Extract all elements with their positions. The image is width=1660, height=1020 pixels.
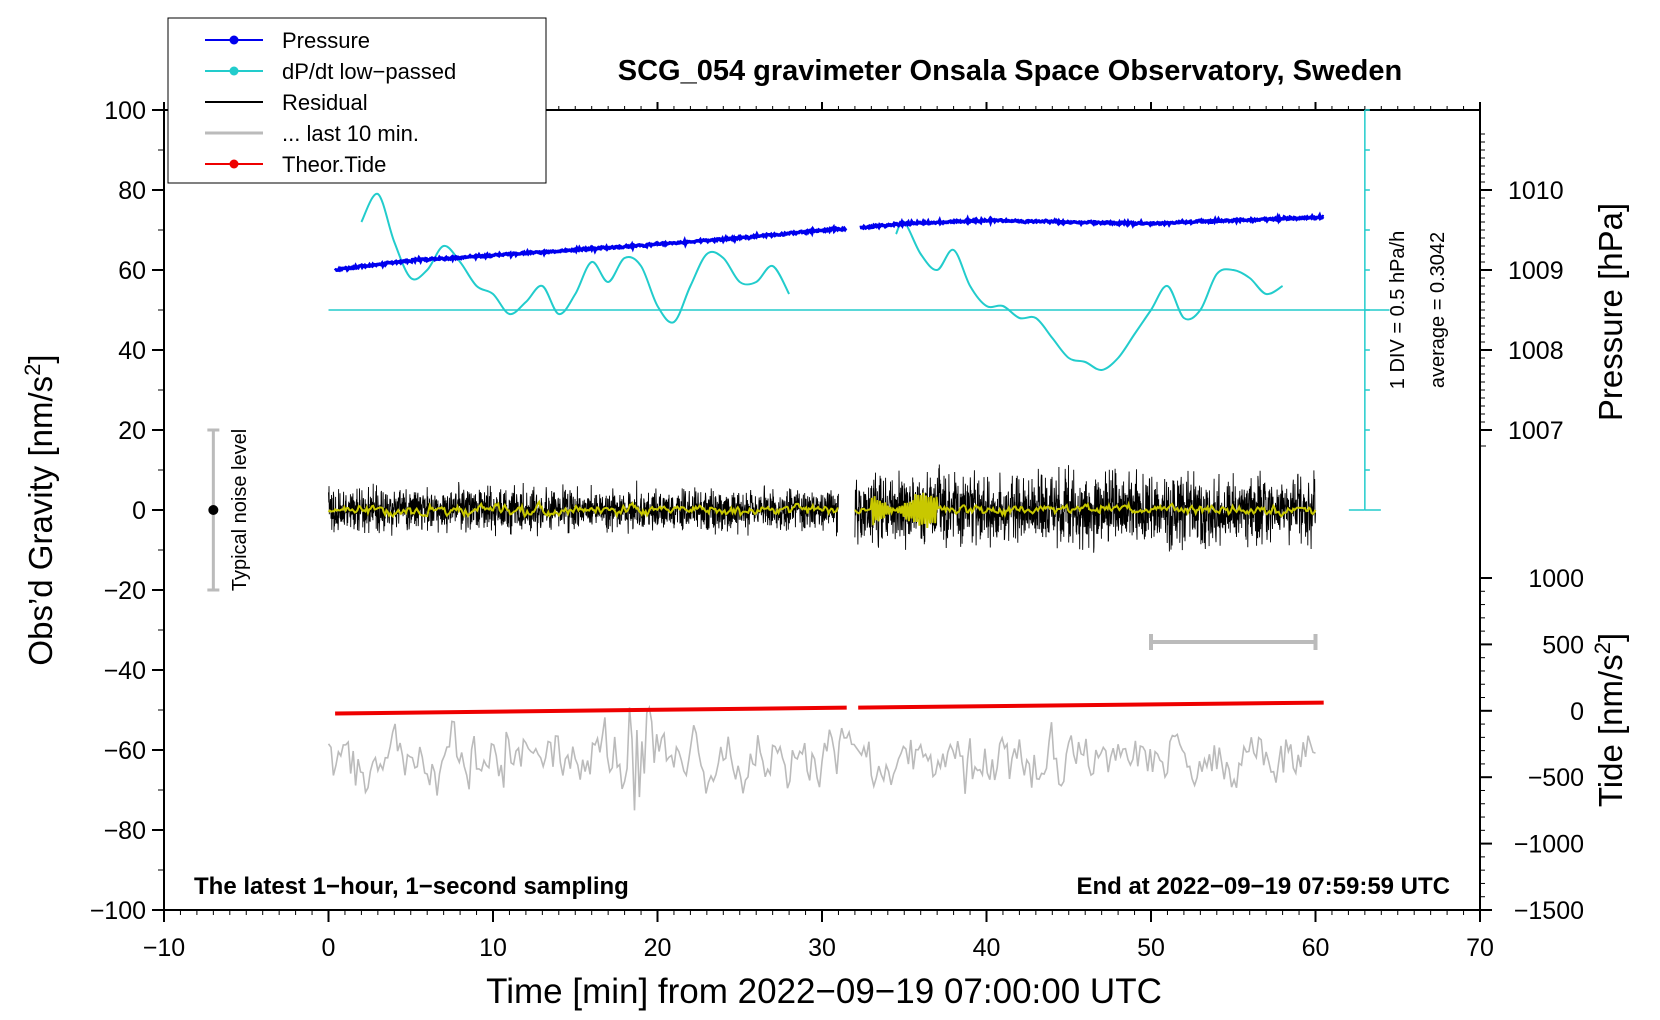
legend-marker bbox=[229, 35, 239, 45]
x-tick-label: 70 bbox=[1466, 934, 1494, 962]
residual-smoothed-line bbox=[327, 499, 839, 519]
x-tick-label: 0 bbox=[322, 934, 336, 962]
pressure-line bbox=[333, 223, 848, 273]
y-tick-label: 20 bbox=[118, 417, 146, 445]
tide-tick-label: 1000 bbox=[1528, 565, 1584, 593]
legend-label: Pressure bbox=[282, 28, 370, 53]
x-tick-label: 40 bbox=[973, 934, 1001, 962]
last-10-min-line bbox=[327, 704, 1316, 811]
tide-axis-label: Tide [nm/s2] bbox=[1590, 633, 1630, 807]
tide-tick-label: 0 bbox=[1570, 698, 1584, 726]
y-tick-label: −80 bbox=[104, 817, 146, 845]
tide-axis-label-sup: 2 bbox=[1590, 642, 1615, 654]
dpdt-line bbox=[895, 220, 1284, 372]
y-axis-label-sup: 2 bbox=[20, 364, 45, 376]
pressure-tick-label: 1010 bbox=[1508, 177, 1564, 205]
noise-bar-center bbox=[208, 505, 219, 515]
y-tick-label: 0 bbox=[132, 497, 146, 525]
y-tick-label: 80 bbox=[118, 177, 146, 205]
y-axis-label: Obs’d Gravity [nm/s2] bbox=[20, 354, 60, 665]
legend: Pressure dP/dt low−passed Residual ... last… bbox=[167, 17, 547, 184]
axis-ticks-layer: −10 0 10 20 30 40 50 60 70−100−80−60−40−20020406… bbox=[90, 97, 1584, 962]
footer-right-text: End at 2022−09−19 07:59:59 UTC bbox=[1076, 873, 1450, 900]
series-layer bbox=[327, 192, 1325, 811]
scale-layer bbox=[207, 109, 1390, 650]
x-tick-label: 30 bbox=[808, 934, 836, 962]
y-tick-label: −20 bbox=[104, 577, 146, 605]
tide-tick-label: −500 bbox=[1528, 764, 1584, 792]
tide-tick-label: −1500 bbox=[1514, 897, 1584, 925]
tide-axis-label-end: ] bbox=[1592, 633, 1629, 642]
legend-box bbox=[167, 17, 547, 184]
noise-level-label: Typical noise level bbox=[229, 429, 251, 591]
legend-items: Pressure dP/dt low−passed Residual ... last… bbox=[205, 28, 456, 177]
y-tick-label: 60 bbox=[118, 257, 146, 285]
legend-label: Residual bbox=[282, 90, 368, 115]
y-tick-label: −100 bbox=[90, 897, 146, 925]
y-tick-label: −40 bbox=[104, 657, 146, 685]
pressure-axis-label: Pressure [hPa] bbox=[1592, 203, 1629, 421]
theor-tide-line bbox=[858, 700, 1324, 710]
x-tick-label: 10 bbox=[479, 934, 507, 962]
legend-label: ... last 10 min. bbox=[282, 121, 419, 146]
footer-left-text: The latest 1−hour, 1−second sampling bbox=[194, 873, 629, 900]
y-tick-label: 40 bbox=[118, 337, 146, 365]
legend-label: dP/dt low−passed bbox=[282, 59, 456, 84]
dpdt-average-label: average = 0.3042 bbox=[1427, 232, 1449, 388]
legend-label: Theor.Tide bbox=[282, 152, 386, 177]
theor-tide-line bbox=[335, 705, 847, 716]
x-axis-label: Time [min] from 2022−09−19 07:00:00 UTC bbox=[486, 972, 1162, 1011]
pressure-tick-label: 1008 bbox=[1508, 337, 1564, 365]
tide-axis-label-text: Tide [nm/s bbox=[1592, 654, 1629, 807]
x-tick-label: 60 bbox=[1302, 934, 1330, 962]
chart-title: SCG_054 gravimeter Onsala Space Observat… bbox=[618, 55, 1402, 87]
pressure-tick-label: 1009 bbox=[1508, 257, 1564, 285]
pressure-line bbox=[859, 211, 1325, 231]
y-tick-label: −60 bbox=[104, 737, 146, 765]
x-tick-label: −10 bbox=[143, 934, 185, 962]
legend-marker bbox=[229, 159, 239, 169]
x-tick-label: 20 bbox=[644, 934, 672, 962]
dpdt-div-label: 1 DIV = 0.5 hPa/h bbox=[1387, 231, 1409, 389]
y-axis-label-end: ] bbox=[22, 354, 59, 363]
y-axis-label-text: Obs’d Gravity [nm/s bbox=[22, 376, 59, 666]
legend-marker bbox=[229, 66, 239, 76]
dpdt-line bbox=[360, 192, 790, 324]
y-tick-label: 100 bbox=[104, 97, 146, 125]
tide-tick-label: −1000 bbox=[1514, 831, 1584, 859]
residual-smoothed-line bbox=[854, 492, 1317, 528]
tide-tick-label: 500 bbox=[1542, 631, 1584, 659]
pressure-tick-label: 1007 bbox=[1508, 417, 1564, 445]
x-tick-label: 50 bbox=[1137, 934, 1165, 962]
